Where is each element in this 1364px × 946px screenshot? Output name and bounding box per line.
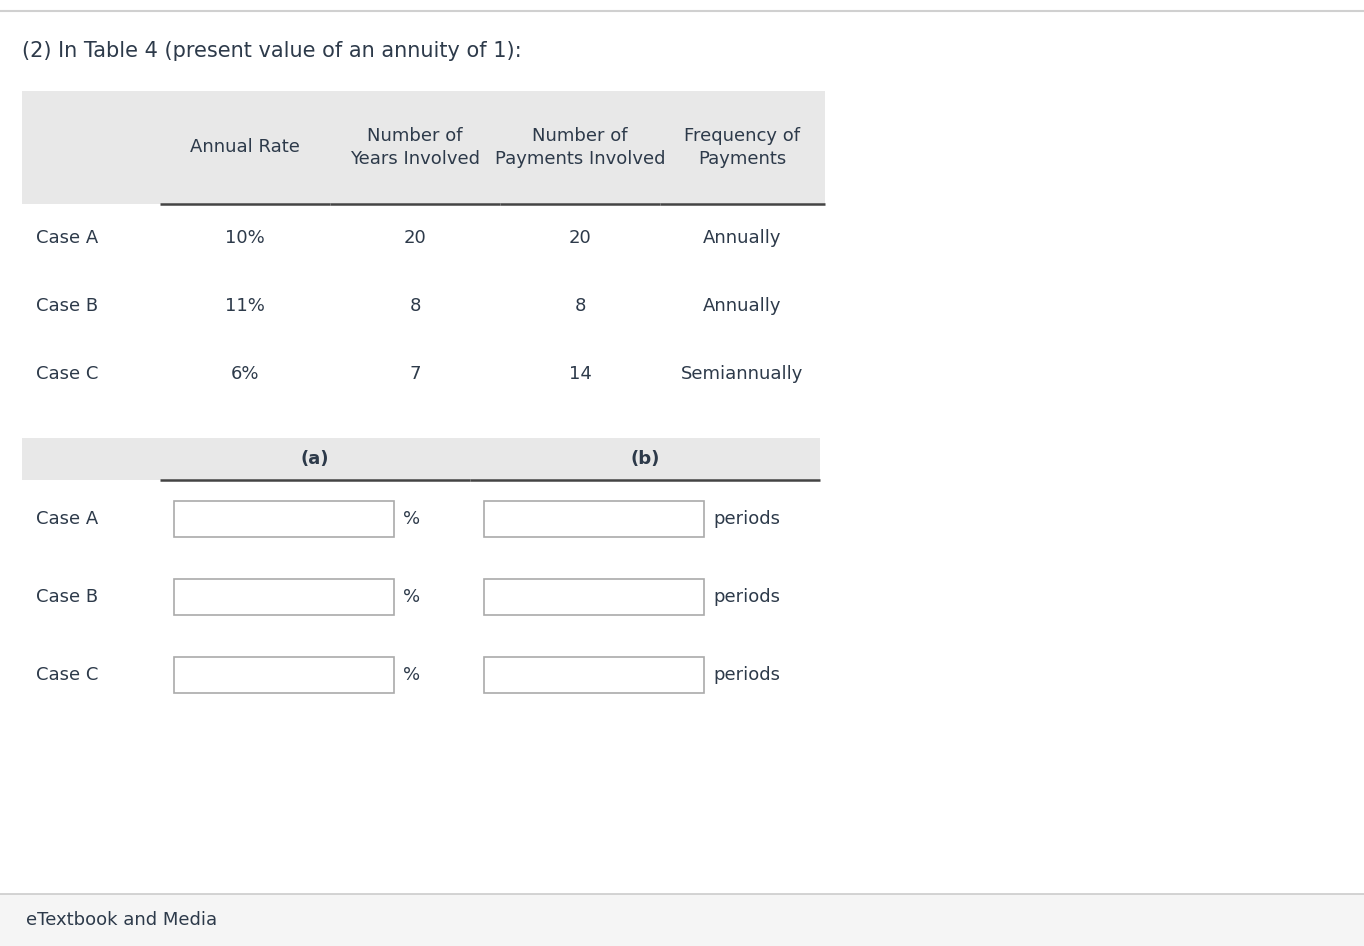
Bar: [175, 579, 394, 615]
Text: 11%: 11%: [225, 297, 265, 315]
Text: 14: 14: [569, 365, 592, 383]
Text: (2) In Table 4 (present value of an annuity of 1):: (2) In Table 4 (present value of an annu…: [22, 41, 521, 61]
Text: Number of
Payments Involved: Number of Payments Involved: [495, 128, 666, 167]
Text: 20: 20: [404, 229, 427, 247]
Text: Semiannually: Semiannually: [681, 365, 803, 383]
Text: Case A: Case A: [35, 510, 98, 528]
Bar: [484, 501, 704, 537]
Text: periods: periods: [713, 666, 780, 684]
Text: 6%: 6%: [231, 365, 259, 383]
Text: %: %: [402, 510, 420, 528]
Bar: [175, 501, 394, 537]
Text: Case C: Case C: [35, 365, 98, 383]
Text: Annually: Annually: [704, 297, 782, 315]
Text: 7: 7: [409, 365, 420, 383]
Text: (b): (b): [630, 450, 660, 468]
Bar: [0, 894, 1364, 946]
Text: Case B: Case B: [35, 297, 98, 315]
Bar: [484, 657, 704, 693]
Text: 10%: 10%: [225, 229, 265, 247]
Text: 8: 8: [574, 297, 585, 315]
Bar: [22, 438, 820, 480]
Text: 20: 20: [569, 229, 592, 247]
Bar: [175, 657, 394, 693]
Text: periods: periods: [713, 588, 780, 606]
Text: (a): (a): [300, 450, 329, 468]
Text: Case B: Case B: [35, 588, 98, 606]
Text: Case A: Case A: [35, 229, 98, 247]
Text: Annual Rate: Annual Rate: [190, 138, 300, 156]
Text: Frequency of
Payments: Frequency of Payments: [685, 128, 801, 167]
Bar: [484, 579, 704, 615]
Text: Annually: Annually: [704, 229, 782, 247]
Text: %: %: [402, 666, 420, 684]
Text: %: %: [402, 588, 420, 606]
Bar: [22, 91, 825, 204]
Text: eTextbook and Media: eTextbook and Media: [26, 911, 217, 929]
Text: Case C: Case C: [35, 666, 98, 684]
Text: periods: periods: [713, 510, 780, 528]
Text: 8: 8: [409, 297, 420, 315]
Text: Number of
Years Involved: Number of Years Involved: [351, 128, 480, 167]
